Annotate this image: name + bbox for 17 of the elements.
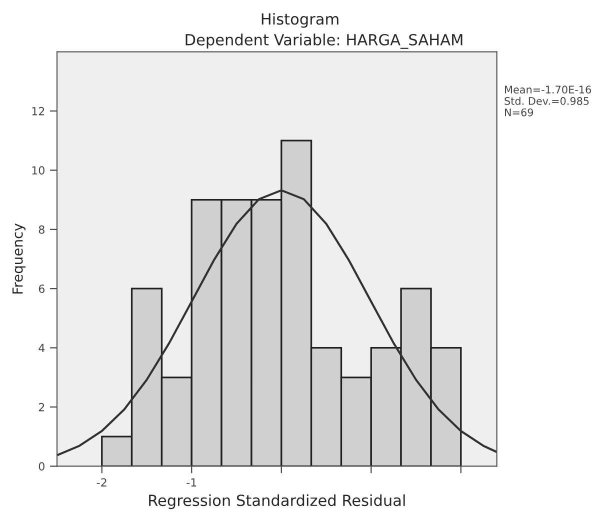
line-series [57,189,497,456]
y-tick-label: 6 [38,284,44,293]
x-tick-label: -1 [186,478,196,486]
text: Mean=-1.70E-16 [505,86,591,94]
x-axis-title: Regression Standardized Residual [149,494,405,510]
y-tick-label: 4 [38,344,45,352]
x-tick-label: -2 [96,478,106,486]
text: N=69 [505,108,534,116]
chart-subtitle: Dependent Variable: HARGA_SAHAM [186,34,462,49]
y-tick-label: 12 [32,106,44,116]
y-tick-label: 0 [38,462,44,471]
y-tick-label: 10 [32,166,44,175]
y-tick-label: 2 [38,402,44,412]
y-tick-label: 8 [38,225,44,234]
text: Std. Dev.=0.985 [504,96,589,105]
y-axis-title: Frequency [12,224,26,294]
chart-title: Histogram [262,12,338,28]
